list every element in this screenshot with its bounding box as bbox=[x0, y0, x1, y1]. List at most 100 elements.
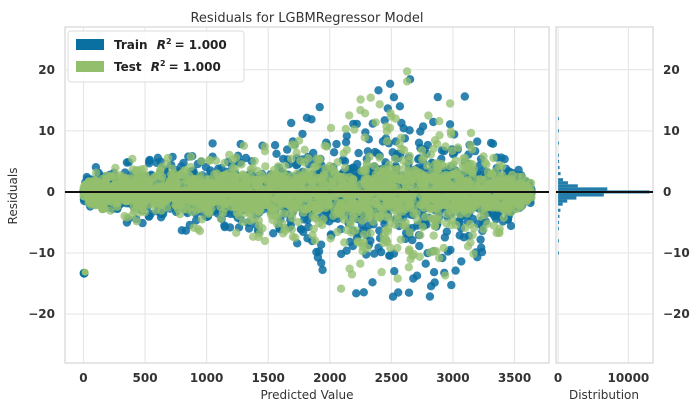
test-point bbox=[399, 221, 408, 230]
x-tick-label: 1000 bbox=[190, 371, 223, 385]
test-point bbox=[418, 222, 427, 232]
test-point bbox=[273, 162, 283, 171]
distribution-bar bbox=[558, 187, 608, 191]
x-tick-label: 1500 bbox=[252, 371, 285, 385]
test-point bbox=[386, 243, 395, 253]
train-point bbox=[315, 102, 324, 112]
test-point bbox=[390, 220, 400, 229]
test-point bbox=[417, 146, 427, 155]
test-point bbox=[336, 199, 346, 208]
train-point bbox=[368, 278, 377, 287]
test-point bbox=[396, 235, 405, 244]
test-point bbox=[418, 155, 427, 164]
test-point bbox=[261, 162, 270, 171]
test-point bbox=[431, 204, 440, 213]
test-point bbox=[366, 228, 375, 238]
test-point bbox=[360, 133, 369, 142]
test-point bbox=[228, 163, 238, 172]
legend-test-r: R bbox=[151, 60, 160, 74]
y-tick-label: −20 bbox=[28, 307, 55, 321]
test-point bbox=[208, 179, 218, 188]
test-point bbox=[313, 194, 323, 203]
test-point bbox=[476, 212, 485, 221]
legend-train-label: Train R2 = 1.000 bbox=[114, 37, 227, 52]
distribution-bar bbox=[558, 193, 604, 197]
test-point bbox=[246, 216, 255, 225]
main-axes: 0 500 1000 1500 2000 2500 3000 3500 −20 −10 0 10 20 bbox=[28, 26, 550, 385]
test-point bbox=[508, 197, 517, 206]
test-point bbox=[197, 157, 206, 166]
train-point bbox=[297, 225, 306, 234]
test-point bbox=[460, 201, 469, 211]
test-point bbox=[402, 67, 412, 76]
test-point bbox=[353, 200, 362, 209]
test-point bbox=[435, 117, 444, 126]
distribution-bar bbox=[558, 202, 563, 206]
test-point bbox=[263, 194, 272, 203]
test-point bbox=[346, 218, 355, 227]
train-point bbox=[374, 86, 383, 95]
train-point bbox=[354, 148, 363, 158]
test-point bbox=[225, 150, 234, 160]
x-tick-label: 500 bbox=[133, 371, 158, 385]
test-point bbox=[132, 176, 141, 185]
train-point bbox=[421, 259, 430, 268]
test-point bbox=[158, 172, 167, 182]
test-point bbox=[526, 178, 536, 188]
test-point bbox=[420, 212, 430, 221]
legend-train-swatch bbox=[76, 39, 104, 50]
test-point bbox=[238, 217, 248, 227]
test-point bbox=[279, 209, 289, 218]
test-point bbox=[412, 174, 421, 184]
test-point bbox=[446, 130, 456, 139]
test-point bbox=[377, 267, 386, 277]
test-point bbox=[475, 175, 485, 184]
test-point bbox=[446, 203, 455, 213]
test-point bbox=[105, 197, 115, 206]
test-point bbox=[429, 231, 438, 240]
test-point bbox=[268, 204, 277, 213]
test-point bbox=[356, 95, 365, 104]
test-point bbox=[499, 205, 508, 214]
test-point bbox=[166, 179, 176, 188]
distribution-bar bbox=[558, 172, 561, 176]
test-point bbox=[400, 193, 409, 202]
test-point bbox=[427, 214, 436, 223]
train-point bbox=[394, 288, 403, 297]
legend-test-name: Test bbox=[114, 60, 142, 74]
train-point bbox=[287, 118, 296, 128]
test-point bbox=[448, 146, 457, 155]
test-point bbox=[186, 177, 195, 186]
test-point bbox=[370, 161, 379, 171]
train-point bbox=[412, 271, 422, 280]
test-point bbox=[345, 264, 354, 273]
test-point bbox=[340, 163, 350, 173]
test-point bbox=[131, 166, 141, 175]
train-point bbox=[445, 120, 455, 129]
test-point bbox=[288, 140, 297, 149]
test-point bbox=[216, 214, 226, 223]
test-point bbox=[340, 238, 349, 247]
train-point bbox=[486, 138, 496, 148]
test-point bbox=[186, 162, 195, 172]
test-point bbox=[333, 205, 343, 214]
train-point bbox=[370, 249, 379, 258]
test-point bbox=[473, 192, 482, 201]
test-point bbox=[228, 184, 237, 193]
test-point bbox=[291, 233, 300, 242]
test-point bbox=[202, 204, 212, 213]
test-point bbox=[366, 93, 375, 102]
test-point bbox=[479, 225, 488, 234]
test-point bbox=[102, 175, 111, 184]
distribution-bar bbox=[558, 199, 568, 203]
legend-test-value: = 1.000 bbox=[169, 60, 221, 74]
distribution-x-tick-label: 0 bbox=[554, 371, 562, 385]
distribution-x-tick-label: 10000 bbox=[608, 371, 650, 385]
test-point bbox=[443, 183, 453, 193]
test-point bbox=[266, 177, 276, 186]
distribution-right-tick-label: 0 bbox=[663, 185, 671, 199]
legend-test-swatch bbox=[76, 61, 104, 72]
test-point bbox=[251, 180, 260, 189]
test-point bbox=[445, 161, 454, 171]
distribution-bar bbox=[558, 239, 559, 243]
